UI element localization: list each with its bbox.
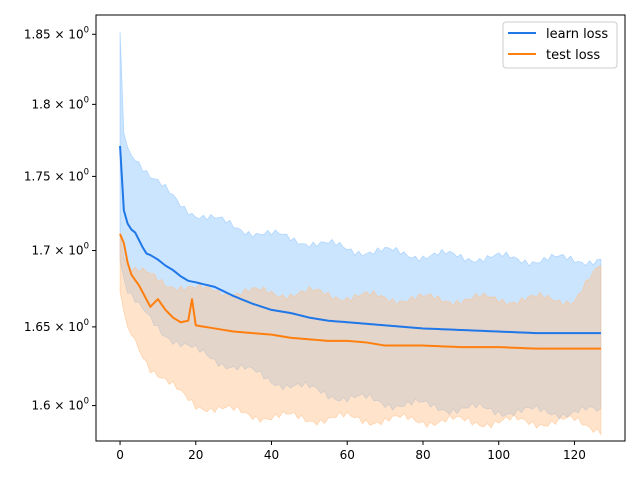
line-learn-loss <box>119 145 601 335</box>
band-test-loss <box>119 232 602 437</box>
series-lines <box>119 145 601 350</box>
legend-label-learn-loss: learn loss <box>546 27 608 42</box>
x-tick-label: 60 <box>340 448 355 462</box>
x-tick-label: 80 <box>415 448 430 462</box>
x-tick-label: 20 <box>188 448 203 462</box>
plot-frame <box>95 14 626 442</box>
x-tick-label: 0 <box>116 448 124 462</box>
confidence-bands <box>119 31 602 437</box>
y-tick-label: 1.85 × 100 <box>24 25 89 41</box>
x-tick-label: 120 <box>563 448 586 462</box>
x-axis: 0 20 40 60 80 100 120 <box>116 441 586 462</box>
legend-label-test-loss: test loss <box>546 48 600 63</box>
x-tick-label: 40 <box>264 448 279 462</box>
y-tick-label: 1.7 × 100 <box>32 242 89 258</box>
y-tick-label: 1.8 × 100 <box>32 95 89 111</box>
line-test-loss <box>119 233 601 350</box>
y-tick-label: 1.6 × 100 <box>32 397 89 413</box>
y-tick-label: 1.75 × 100 <box>24 167 89 183</box>
y-axis: 1.6 × 100 1.65 × 100 1.7 × 100 1.75 × 100 1.… <box>24 25 96 413</box>
legend: learn loss test loss <box>502 21 618 69</box>
x-tick-label: 100 <box>487 448 510 462</box>
y-tick-label: 1.65 × 100 <box>24 318 89 334</box>
